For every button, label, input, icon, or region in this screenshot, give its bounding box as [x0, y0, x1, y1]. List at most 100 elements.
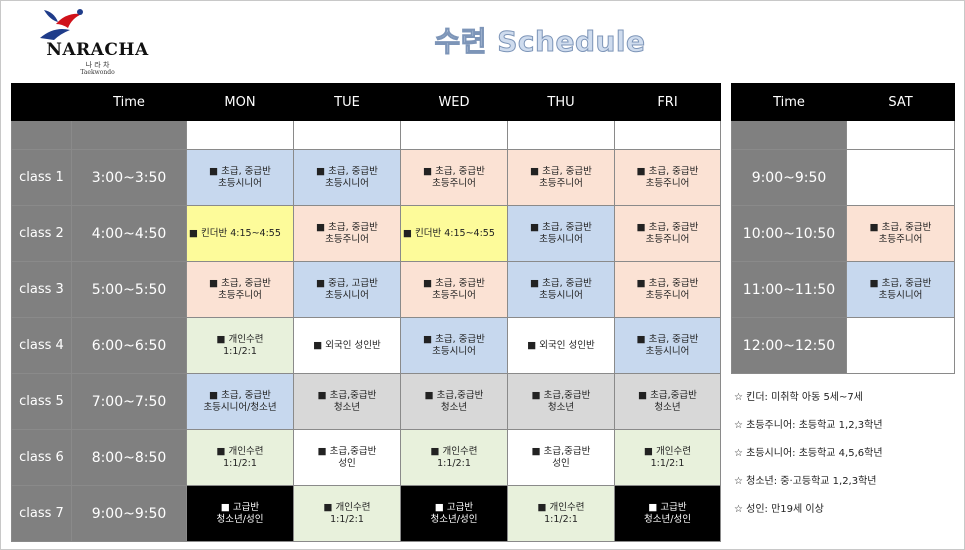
schedule-cell: ■ 초급, 중급반 초등주니어	[507, 149, 615, 206]
blank-cell	[186, 120, 294, 150]
schedule-cell: ■ 초급, 중급반 초등주니어	[400, 261, 508, 318]
class-info: ■ 킨더반 4:15~4:55	[189, 227, 281, 239]
schedule-cell: ■ 초급, 중급반 초등시니어	[507, 205, 615, 262]
class-label: class 1	[11, 149, 72, 206]
class-info: ■ 초급,중급반 청소년	[424, 389, 484, 413]
schedule-cell: ■ 킨더반 4:15~4:55	[400, 205, 508, 262]
blank-row	[731, 120, 955, 150]
schedule-cell: ■ 초급,중급반 청소년	[400, 373, 508, 430]
class-info: ■ 개인수련 1:1/2:1	[216, 333, 264, 357]
saturday-schedule-table: Time SAT 9:00~9:50 10:00~10:50 ■ 초급, 중급반 초등주니…	[731, 83, 955, 374]
class-info: ■ 초급, 중급반 초등시니어	[209, 165, 271, 189]
class-info: ■ 초급, 중급반 초등주니어	[530, 165, 592, 189]
schedule-cell: ■ 초급,중급반 청소년	[507, 373, 615, 430]
header-row: Time MON TUE WED THU FRI	[11, 83, 721, 121]
legend-item: ☆ 초등주니어: 초등학교 1,2,3학년	[734, 420, 883, 431]
time-slot: 5:00~5:50	[71, 261, 187, 318]
class-label: class 3	[11, 261, 72, 318]
schedule-cell: ■ 외국인 성인반	[507, 317, 615, 374]
time-slot: 9:00~9:50	[731, 149, 847, 206]
schedule-cell: ■ 고급반 청소년/성인	[186, 485, 294, 542]
class-info: ■ 초급, 중급반 초등시니어	[316, 165, 378, 189]
class-info: ■ 외국인 성인반	[313, 339, 381, 351]
schedule-cell: ■ 외국인 성인반	[293, 317, 401, 374]
blank-row	[11, 120, 721, 150]
table-row: 9:00~9:50	[731, 149, 955, 206]
schedule-cell: ■ 초급,중급반 성인	[293, 429, 401, 486]
header-cell: MON	[186, 83, 294, 121]
class-label: class 7	[11, 485, 72, 542]
legend-item: ☆ 초등시니어: 초등학교 4,5,6학년	[734, 448, 883, 459]
class-label: class 2	[11, 205, 72, 262]
schedule-cell: ■ 초급,중급반 청소년	[614, 373, 721, 430]
class-info: ■ 초급, 중급반 초등시니어	[530, 221, 592, 245]
class-info: ■ 초급, 중급반 초등시니어/청소년	[203, 389, 277, 413]
class-info: ■ 초급,중급반 청소년	[317, 389, 377, 413]
time-slot: 12:00~12:50	[731, 317, 847, 374]
class-info: ■ 초급, 중급반 초등시니어	[530, 277, 592, 301]
class-label: class 4	[11, 317, 72, 374]
table-row: 12:00~12:50	[731, 317, 955, 374]
logo: NARACHA 나 라 차 Taekwondo	[30, 6, 170, 76]
header-cell: TUE	[293, 83, 401, 121]
table-row: class 3 5:00~5:50 ■ 초급, 중급반 초등주니어 ■ 중급, 고급반 초…	[11, 261, 721, 318]
class-info: ■ 개인수련 1:1/2:1	[537, 501, 585, 525]
table-row: 11:00~11:50 ■ 초급, 중급반 초등시니어	[731, 261, 955, 318]
header-cell: FRI	[614, 83, 721, 121]
class-info: ■ 초급, 중급반 초등주니어	[636, 221, 699, 245]
class-info: ■ 중급, 고급반 초등시니어	[316, 277, 378, 301]
class-info: ■ 초급, 중급반 초등주니어	[636, 277, 699, 301]
table-row: class 6 8:00~8:50 ■ 개인수련 1:1/2:1 ■ 초급,중급반 성인 ■…	[11, 429, 721, 486]
class-info: ■ 킨더반 4:15~4:55	[403, 227, 495, 239]
class-info: ■ 고급반 청소년/성인	[216, 501, 264, 525]
class-info: ■ 초급,중급반 성인	[531, 445, 591, 469]
header-cell	[11, 83, 72, 121]
schedule-cell: ■ 초급, 중급반 초등시니어	[293, 149, 401, 206]
time-slot: 4:00~4:50	[71, 205, 187, 262]
schedule-cell	[846, 317, 955, 374]
schedule-cell: ■ 개인수련 1:1/2:1	[507, 485, 615, 542]
header-cell: SAT	[846, 83, 955, 121]
class-info: ■ 초급,중급반 청소년	[531, 389, 591, 413]
blank-cell	[11, 120, 72, 150]
schedule-cell: ■ 킨더반 4:15~4:55	[186, 205, 294, 262]
class-info: ■ 개인수련 1:1/2:1	[644, 445, 691, 469]
class-info: ■ 개인수련 1:1/2:1	[323, 501, 371, 525]
class-info: ■ 초급,중급반 성인	[317, 445, 377, 469]
blank-cell	[293, 120, 401, 150]
logo-name: NARACHA	[46, 40, 149, 60]
schedule-cell	[846, 149, 955, 206]
blank-cell	[507, 120, 615, 150]
schedule-cell: ■ 고급반 청소년/성인	[400, 485, 508, 542]
schedule-cell: ■ 개인수련 1:1/2:1	[293, 485, 401, 542]
schedule-cell: ■ 초급, 중급반 초등주니어	[614, 149, 721, 206]
time-slot: 7:00~7:50	[71, 373, 187, 430]
table-row: class 4 6:00~6:50 ■ 개인수련 1:1/2:1 ■ 외국인 성인반 ■ …	[11, 317, 721, 374]
class-label: class 5	[11, 373, 72, 430]
class-info: ■ 초급,중급반 청소년	[638, 389, 697, 413]
schedule-cell: ■ 개인수련 1:1/2:1	[186, 317, 294, 374]
class-info: ■ 초급, 중급반 초등주니어	[869, 221, 932, 245]
schedule-cell: ■ 초급, 중급반 초등시니어	[186, 149, 294, 206]
schedule-cell: ■ 초급,중급반 청소년	[293, 373, 401, 430]
class-info: ■ 초급, 중급반 초등시니어	[869, 277, 932, 301]
schedule-cell: ■ 초급, 중급반 초등시니어/청소년	[186, 373, 294, 430]
header-cell: Time	[71, 83, 187, 121]
class-info: ■ 개인수련 1:1/2:1	[216, 445, 264, 469]
schedule-cell: ■ 초급,중급반 성인	[507, 429, 615, 486]
legend-item: ☆ 청소년: 중·고등학교 1,2,3학년	[734, 476, 877, 487]
blank-cell	[731, 120, 847, 150]
blank-cell	[71, 120, 187, 150]
time-slot: 6:00~6:50	[71, 317, 187, 374]
class-label: class 6	[11, 429, 72, 486]
schedule-cell: ■ 개인수련 1:1/2:1	[614, 429, 721, 486]
legend: ☆ 킨더: 미취학 아동 5세~7세 ☆ 초등주니어: 초등학교 1,2,3학년 ☆…	[734, 384, 959, 524]
class-info: ■ 초급, 중급반 초등시니어	[636, 333, 699, 357]
header-cell: WED	[400, 83, 508, 121]
logo-subtitle: Taekwondo	[80, 69, 115, 76]
legend-item: ☆ 킨더: 미취학 아동 5세~7세	[734, 392, 863, 403]
class-info: ■ 초급, 중급반 초등주니어	[209, 277, 271, 301]
table-row: class 7 9:00~9:50 ■ 고급반 청소년/성인 ■ 개인수련 1:1/2:1…	[11, 485, 721, 542]
schedule-cell: ■ 개인수련 1:1/2:1	[400, 429, 508, 486]
schedule-cell: ■ 개인수련 1:1/2:1	[186, 429, 294, 486]
